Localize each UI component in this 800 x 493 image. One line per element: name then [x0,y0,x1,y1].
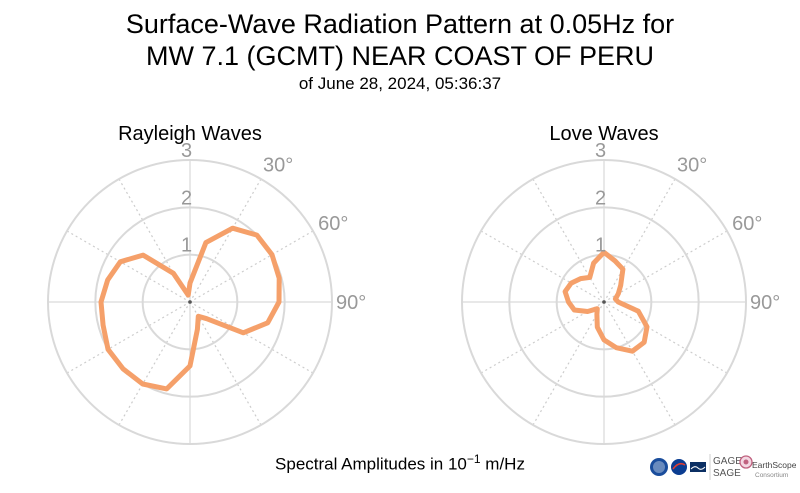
amplitude-units-label: Spectral Amplitudes in 10−1 m/Hz [0,452,800,475]
angle-tick-label: 30° [263,155,293,177]
polar-origin-point [602,300,606,304]
radial-grid-circle [141,253,239,351]
radial-gridline [603,230,728,303]
radial-gridline [118,178,191,303]
radial-tick-label: 2 [595,187,606,209]
radial-gridline [189,301,314,374]
units-suffix: m/Hz [480,454,525,474]
units-base: 10 [447,454,467,474]
radial-gridline [603,178,676,303]
angle-tick-label: 60° [732,213,762,235]
consortium-logo-text: Consortium [755,472,788,479]
radial-tick-label: 3 [595,140,606,162]
radial-gridline [480,301,605,374]
earthscope-logo-text: EarthScope [752,460,796,470]
earthscope-logo [739,455,753,469]
radial-tick-label: 2 [181,187,192,209]
radial-tick-label: 1 [595,235,606,257]
radial-gridline [532,301,605,426]
radial-grid-circle [94,206,286,398]
angle-tick-label: 30° [677,155,707,177]
polar-chart-2: 1 2 3 30° 60° 90° Love Waves [461,123,780,445]
radial-grid-circle [47,159,333,445]
units-prefix: Spectral Amplitudes in [275,454,448,474]
event-date: of June 28, 2024, 05:36:37 [298,74,502,93]
radiation-pattern-curve [562,249,650,354]
radial-grid-circle [461,159,747,445]
chart-title: Surface-Wave Radiation Pattern at 0.05Hz… [125,9,675,39]
sponsor-logos: GAGE SAGE EarthScope Consortium [650,454,796,480]
polar-chart-title: Love Waves [549,123,658,145]
radial-gridline [66,301,191,374]
angle-tick-label: 60° [318,213,348,235]
polar-chart-1: 1 2 3 30° 60° 90° Rayleigh Waves [47,123,366,445]
units-exponent: −1 [466,452,481,466]
radial-tick-label: 3 [181,140,192,162]
gage-logo-text: GAGE [713,456,742,467]
usgs-logo [690,462,706,472]
radial-tick-label: 1 [181,235,192,257]
radial-gridline [189,301,262,426]
radial-gridline [603,301,728,374]
radial-gridline [118,301,191,426]
radial-grid-circle [508,206,700,398]
radial-gridline [603,301,676,426]
nsf-logo [650,458,668,476]
radiation-pattern-curve [98,225,282,392]
polar-chart-title: Rayleigh Waves [118,123,262,145]
polar-origin-point [188,300,192,304]
radial-gridline [532,178,605,303]
angle-tick-label: 90° [336,292,366,314]
chart-subtitle: MW 7.1 (GCMT) NEAR COAST OF PERU [145,41,655,71]
radial-gridline [480,230,605,303]
angle-tick-label: 90° [750,292,780,314]
radial-gridline [189,230,314,303]
sage-logo-text: SAGE [713,468,741,479]
nasa-logo [671,459,687,475]
radial-gridline [189,178,262,303]
radial-gridline [66,230,191,303]
